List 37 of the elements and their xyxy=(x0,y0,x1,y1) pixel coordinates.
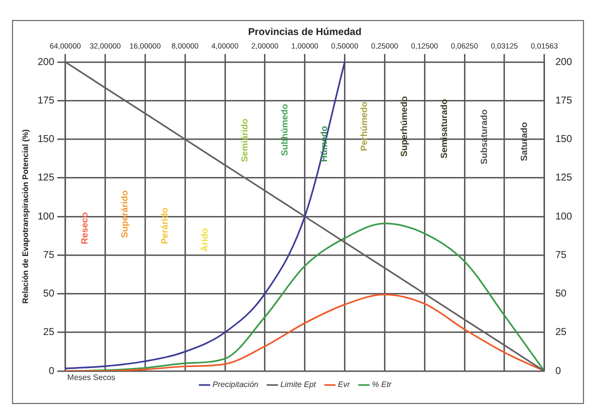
y-tick-label: 75 xyxy=(43,250,55,261)
y-tick-label: 25 xyxy=(43,327,55,338)
y-axis-title: Relación de Evapotranspiración Potencial (%) xyxy=(21,129,30,304)
text: Meses Secos xyxy=(67,373,116,382)
annotation: Semiárido xyxy=(239,118,250,162)
annotation: Húmedo xyxy=(319,125,330,162)
annotation: Semisaturado xyxy=(439,98,449,158)
annotation: Reseco xyxy=(80,212,90,244)
y-tick-label: 50 xyxy=(43,288,55,300)
legend-label: % Etr xyxy=(372,380,392,390)
y-tick-label: 150 xyxy=(38,134,55,145)
y2-tick-label: 75 xyxy=(555,250,567,261)
y-tick-label: 100 xyxy=(38,211,55,222)
y-tick-label: 0 xyxy=(48,366,55,377)
annotation: Perhúmedo xyxy=(359,101,370,152)
y-tick-label: 125 xyxy=(38,172,55,184)
y2-tick-label: 100 xyxy=(555,211,572,222)
annotation: Árido xyxy=(199,228,210,252)
y-tick-label: 175 xyxy=(38,95,55,106)
y2-tick-label: 150 xyxy=(555,134,572,145)
y2-tick-label: 25 xyxy=(555,327,567,338)
y2-tick-label: 0 xyxy=(555,366,562,377)
annotation: Superárido xyxy=(120,190,130,238)
y-tick-label: 200 xyxy=(38,56,55,68)
y2-tick-label: 125 xyxy=(555,172,572,184)
legend-label: Evr xyxy=(338,380,350,390)
legend-label: Limite Ept xyxy=(280,380,317,390)
annotation: Superhúmedo xyxy=(399,96,410,157)
legend-label: Precipitación xyxy=(212,380,259,390)
y2-tick-label: 50 xyxy=(555,288,567,300)
x-axis-title: Provincias de Húmedad xyxy=(248,26,362,38)
annotation: Subsaturado xyxy=(478,108,489,164)
annotation: Perárido xyxy=(160,207,170,244)
annotation: Saturado xyxy=(518,122,529,162)
y2-tick-label: 200 xyxy=(555,56,572,68)
y2-tick-label: 175 xyxy=(555,95,572,106)
annotation: Subhúmedo xyxy=(279,103,290,156)
